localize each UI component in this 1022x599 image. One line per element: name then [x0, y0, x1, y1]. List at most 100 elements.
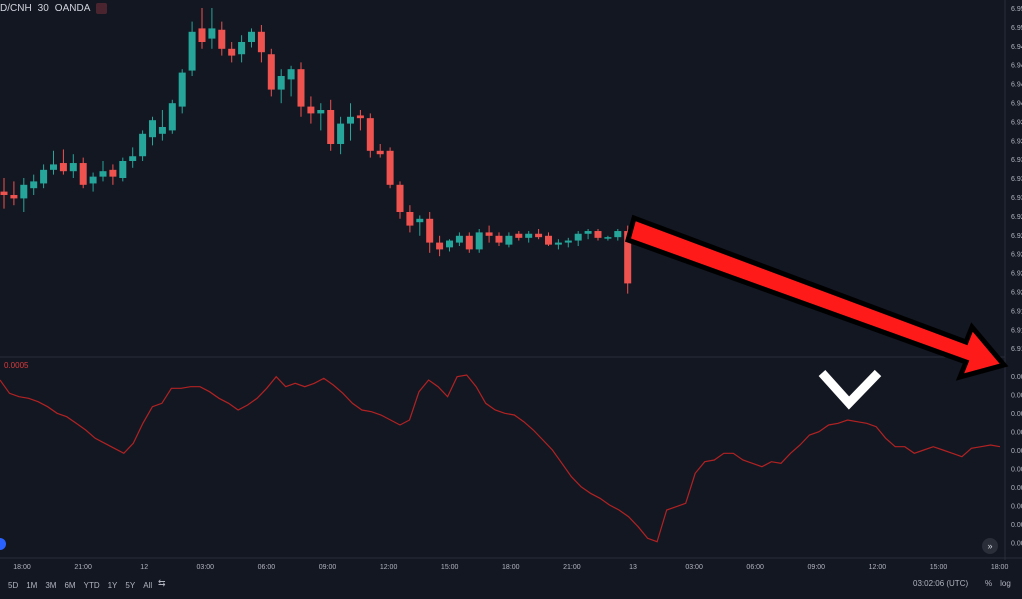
time-tick-label: 12:00: [380, 564, 398, 571]
scroll-left-button[interactable]: [0, 538, 6, 550]
candle-body: [10, 195, 18, 199]
log-toggle[interactable]: log: [1000, 579, 1011, 588]
candle-body: [218, 29, 226, 49]
time-tick-label: 18:00: [13, 564, 31, 571]
candle-body: [396, 184, 404, 212]
candle-body: [208, 28, 216, 39]
indicator-tick-label: 0.00: [1011, 448, 1022, 455]
interval-label[interactable]: 30: [37, 3, 49, 14]
candle-body: [505, 235, 513, 245]
candle-body: [584, 231, 592, 234]
price-tick-label: 6.95: [1011, 25, 1022, 32]
candle-body: [79, 163, 87, 185]
candle-body: [168, 103, 176, 131]
check-mark-annotation: [818, 369, 882, 410]
price-axis[interactable]: 6.95 6.95 6.94 6.94 6.94 6.94 6.93 6.93 6.93 6.93…: [1011, 6, 1022, 353]
timeframe-ytd[interactable]: YTD: [83, 580, 100, 590]
timeframe-5d[interactable]: 5D: [8, 580, 19, 590]
candle-body: [446, 240, 453, 248]
time-tick-label: 13: [629, 564, 637, 571]
candle-body: [376, 150, 384, 155]
candle-body: [50, 164, 57, 170]
scroll-to-realtime-icon[interactable]: »: [982, 538, 998, 554]
candle-body: [436, 242, 444, 250]
timeframe-3m[interactable]: 3M: [45, 580, 57, 590]
candle-body: [158, 127, 166, 134]
candle-body: [604, 237, 612, 239]
candle-body: [485, 232, 493, 236]
candle-body: [535, 233, 543, 238]
price-tick-label: 6.94: [1011, 63, 1022, 70]
candle-body: [426, 218, 434, 243]
candle-body: [386, 150, 394, 185]
candle-body: [594, 231, 602, 238]
time-tick-label: 15:00: [930, 564, 948, 571]
symbol-name[interactable]: D/CNH: [0, 3, 32, 14]
candle-body: [287, 69, 295, 80]
time-axis[interactable]: 18:00 21:00 12 03:00 06:00 09:00 12:00 15:00 18:…: [13, 564, 1008, 571]
price-tick-label: 6.91: [1011, 308, 1022, 315]
candle-body: [366, 118, 374, 151]
candle-body: [198, 28, 206, 42]
candle-body: [554, 242, 562, 245]
indicator-tick-label: 0.00: [1011, 504, 1022, 511]
candle-body: [20, 184, 28, 199]
time-tick-label: 15:00: [441, 564, 459, 571]
price-tick-label: 6.91: [1011, 346, 1022, 353]
candle-body: [327, 110, 335, 144]
price-tick-label: 6.95: [1011, 6, 1022, 13]
candle-body: [406, 212, 414, 226]
timeframe-all[interactable]: All: [143, 580, 153, 590]
indicator-axis[interactable]: 0.00 0.00 0.00 0.00 0.00 0.00 0.00 0.00 0.00 0.00: [1011, 374, 1022, 548]
indicator-tick-label: 0.00: [1011, 485, 1022, 492]
time-tick-label: 18:00: [991, 564, 1009, 571]
candle-body: [356, 115, 364, 119]
indicator-tick-label: 0.00: [1011, 522, 1022, 529]
symbol-header[interactable]: D/CNH 30 OANDA: [0, 3, 108, 14]
indicator-tick-label: 0.00: [1011, 393, 1022, 400]
candle-body: [614, 231, 622, 238]
candle-body: [515, 233, 523, 238]
price-tick-label: 6.92: [1011, 233, 1022, 240]
timeframe-bar: 5D 1M 3M 6M YTD 1Y 5Y All: [0, 578, 200, 592]
time-tick-label: 12: [140, 564, 148, 571]
percent-toggle[interactable]: %: [985, 579, 993, 588]
timeframe-1y[interactable]: 1Y: [107, 580, 118, 590]
time-tick-label: 18:00: [502, 564, 520, 571]
timeframe-6m[interactable]: 6M: [64, 580, 76, 590]
time-tick-label: 21:00: [74, 564, 92, 571]
exchange-label: OANDA: [54, 3, 91, 14]
candle-body: [99, 171, 107, 177]
indicator-tick-label: 0.00: [1011, 467, 1022, 474]
price-tick-label: 6.94: [1011, 82, 1022, 89]
timeframe-1m[interactable]: 1M: [26, 580, 38, 590]
candle-body: [277, 76, 285, 90]
candle-body: [455, 235, 463, 243]
indicator-tick-label: 0.00: [1011, 541, 1022, 548]
candle-body: [149, 120, 156, 138]
candle-body: [257, 31, 265, 53]
timeframe-5y[interactable]: 5Y: [125, 580, 136, 590]
candle-body: [119, 161, 127, 178]
candle-body: [228, 48, 236, 56]
time-tick-label: 06:00: [258, 564, 276, 571]
indicator-tick-label: 0.00: [1011, 430, 1022, 437]
time-tick-label: 21:00: [563, 564, 581, 571]
candle-body: [624, 231, 632, 284]
candles-group: [0, 8, 632, 294]
scale-buttons: % log: [985, 579, 1011, 588]
candle-body: [109, 169, 117, 177]
clock[interactable]: 03:02:06 (UTC): [913, 579, 969, 588]
candle-body: [89, 176, 97, 184]
candle-body: [59, 163, 67, 172]
candle-body: [129, 156, 137, 161]
indicator-group: [0, 374, 1001, 543]
time-tick-label: 12:00: [869, 564, 887, 571]
go-to-date-icon[interactable]: ⇆: [158, 578, 166, 588]
price-tick-label: 6.93: [1011, 195, 1022, 202]
candle-body: [139, 133, 147, 157]
candle-body: [30, 181, 38, 189]
price-tick-label: 6.92: [1011, 290, 1022, 297]
